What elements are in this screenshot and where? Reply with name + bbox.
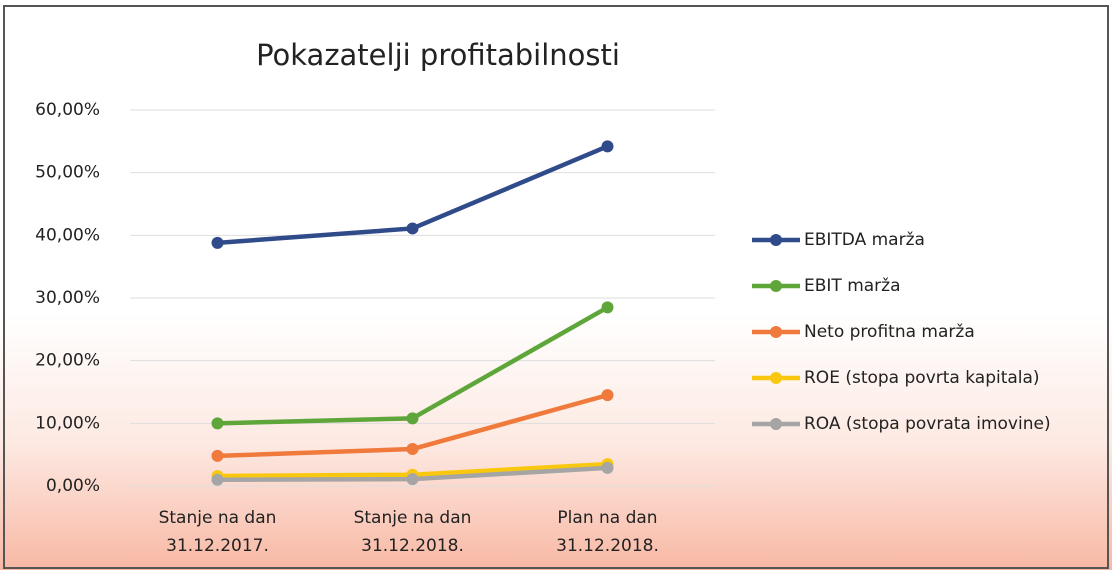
data-point: [601, 461, 614, 474]
legend-marker: [770, 372, 782, 384]
data-point: [406, 443, 419, 456]
data-point: [601, 389, 614, 402]
legend-label: ROE (stopa povrta kapitala): [804, 368, 1040, 388]
x-tick-label: Stanje na dan 31.12.2018.: [353, 508, 472, 556]
y-tick-label: 40,00%: [35, 225, 100, 245]
legend-label: Neto profitna marža: [804, 322, 975, 342]
y-tick-label: 10,00%: [35, 413, 100, 433]
y-tick-label: 30,00%: [35, 288, 100, 308]
legend-marker: [770, 326, 782, 338]
data-point: [601, 301, 614, 314]
y-tick-label: 60,00%: [35, 100, 100, 120]
legend-marker: [770, 418, 782, 430]
data-point: [406, 222, 419, 235]
data-point: [406, 412, 419, 425]
y-tick-label: 20,00%: [35, 351, 100, 371]
chart-title: Pokazatelji profitabilnosti: [256, 38, 620, 72]
series-line: [217, 305, 609, 426]
data-point: [211, 236, 224, 249]
legend-label: EBIT marža: [804, 276, 901, 296]
frame: [3, 5, 1109, 569]
data-point: [211, 417, 224, 430]
y-tick-label: 50,00%: [35, 163, 100, 183]
data-point: [211, 473, 224, 486]
legend-label: ROA (stopa povrata imovine): [804, 414, 1051, 434]
x-tick-label: Stanje na dan 31.12.2017.: [158, 508, 277, 556]
x-tick-label: Plan na dan 31.12.2018.: [556, 508, 659, 556]
legend-marker: [770, 280, 782, 292]
data-point: [601, 140, 614, 153]
data-point: [406, 473, 419, 486]
legend-marker: [770, 234, 782, 246]
legend-label: EBITDA marža: [804, 230, 925, 250]
data-point: [211, 449, 224, 462]
y-tick-label: 0,00%: [46, 476, 100, 496]
